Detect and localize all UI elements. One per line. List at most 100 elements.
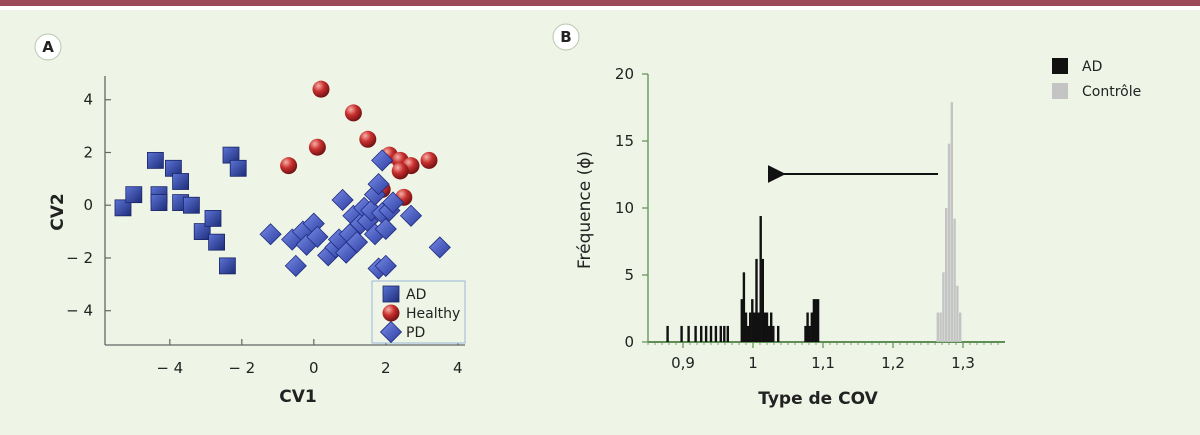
scatter-point-healthy-8 <box>391 162 409 180</box>
histogram-bar-ad <box>814 299 818 342</box>
scatter-y-tick-label: − 4 <box>66 302 93 320</box>
histogram-y-tick-label: 10 <box>615 199 634 217</box>
histogram-bar-ad <box>694 325 697 342</box>
histogram-bar-controle <box>950 102 953 342</box>
histogram-bar-ad <box>700 325 703 342</box>
scatter-point-ad-6 <box>172 173 190 190</box>
histogram-bar-ad <box>761 258 764 342</box>
histogram-bar-ad <box>723 325 726 342</box>
histogram-y-tick-label: 5 <box>624 266 634 284</box>
legend-label-ad: AD <box>1082 59 1102 75</box>
scatter-point-pd-0 <box>259 223 282 246</box>
scatter-y-tick-label: 0 <box>83 196 93 214</box>
scatter-point-pd-27 <box>381 191 405 214</box>
scatter-legend: AD Healthy PD <box>371 280 466 344</box>
legend-swatch-ad <box>1052 58 1068 74</box>
scatter-point-healthy-2 <box>312 80 330 98</box>
histogram-y-tick-label: 15 <box>615 132 634 150</box>
histogram-bar-ad <box>759 216 762 342</box>
histogram-x-tick-label: 1,3 <box>951 354 975 372</box>
scatter-point-pd-30 <box>428 236 451 259</box>
scatter-point-pd-28 <box>399 204 423 227</box>
scatter-point-pd-2 <box>284 254 307 277</box>
histogram-bars <box>666 102 962 342</box>
scatter-y-axis-label: CV2 <box>48 193 68 230</box>
scatter-point-pd-6 <box>306 225 329 248</box>
scatter-point-healthy-9 <box>420 151 438 169</box>
scatter-point-ad-9 <box>193 223 211 240</box>
histogram-bar-ad <box>749 312 752 342</box>
histogram-x-tick-label: 0,9 <box>671 354 695 372</box>
histogram-bar-ad <box>763 312 767 342</box>
scatter-point-pd-25 <box>374 254 397 277</box>
histogram-bar-ad <box>755 258 758 342</box>
figure-background <box>0 10 1200 435</box>
scatter-x-tick-label: − 4 <box>156 359 183 377</box>
legend-label-healthy: Healthy <box>406 306 460 322</box>
histogram-bar-controle <box>942 272 945 342</box>
scatter-axes: − 4 − 2 0 2 4 4 2 0 − 2 − 4 <box>66 76 465 377</box>
histogram-legend: AD Contrôle <box>1052 58 1141 100</box>
histogram-bar-ad <box>746 325 750 342</box>
top-accent-bar <box>0 0 1200 6</box>
histogram-bar-ad <box>772 325 775 342</box>
histogram-bar-ad <box>714 325 718 342</box>
legend-label-ad: AD <box>406 287 426 303</box>
histogram-bar-ad <box>709 325 713 342</box>
scatter-point-ad-8 <box>182 196 200 214</box>
scatter-y-tick-label: − 2 <box>66 249 93 267</box>
histogram-bar-ad <box>757 312 760 342</box>
scatter-y-tick-label: 2 <box>83 143 93 161</box>
scatter-point-ad-11 <box>208 233 226 251</box>
histogram-bar-controle <box>953 218 956 342</box>
scatter-point-ad-10 <box>204 210 222 227</box>
scatter-point-pd-29 <box>371 149 394 172</box>
scatter-point-healthy-3 <box>344 104 362 122</box>
scatter-x-tick-label: − 2 <box>228 359 255 377</box>
histogram-bar-ad <box>744 312 748 342</box>
scatter-x-tick-label: 4 <box>453 359 463 377</box>
histogram-bar-controle <box>956 285 959 342</box>
legend-marker-healthy <box>382 304 400 322</box>
histogram-bar-ad <box>719 325 722 342</box>
scatter-point-healthy-0 <box>280 157 298 175</box>
legend-label-controle: Contrôle <box>1082 84 1141 100</box>
histogram-x-axis-label: Type de COV <box>758 389 878 409</box>
histogram-bar-ad <box>742 272 746 342</box>
scatter-point-pd-24 <box>374 217 397 241</box>
panel-b-label-badge: B <box>552 23 580 51</box>
histogram-bar-ad <box>680 325 683 342</box>
scatter-point-healthy-4 <box>359 130 377 148</box>
panel-a-label: A <box>42 38 54 56</box>
scatter-point-pd-14 <box>345 231 369 254</box>
histogram-bar-ad <box>808 325 811 342</box>
panel-b-label: B <box>560 28 571 46</box>
scatter-point-ad-1 <box>125 186 143 204</box>
histogram-bar-ad <box>704 325 708 342</box>
legend-swatch-controle <box>1052 83 1068 99</box>
scatter-x-tick-label: 0 <box>309 359 319 377</box>
histogram-y-axis-label: Fréquence (ϕ) <box>575 151 595 269</box>
histogram-bar-ad <box>806 312 809 342</box>
legend-label-pd: PD <box>406 325 425 341</box>
histogram-bar-ad <box>810 312 813 342</box>
legend-marker-pd <box>379 320 403 344</box>
histogram-bar-ad <box>777 325 780 342</box>
scatter-points <box>114 80 451 280</box>
histogram-bar-ad <box>666 325 669 342</box>
histogram-bar-controle <box>945 208 948 342</box>
histogram-x-tick-label: 1,2 <box>881 354 905 372</box>
histogram-bar-ad <box>751 299 754 342</box>
scatter-point-ad-14 <box>229 159 247 177</box>
histogram-bar-ad <box>816 299 820 342</box>
histogram-bar-ad <box>765 312 769 342</box>
histogram-bar-controle <box>936 312 939 342</box>
scatter-point-ad-2 <box>146 151 164 169</box>
histogram-bar-ad <box>804 325 807 342</box>
histogram-y-tick-label: 20 <box>615 65 634 83</box>
scatter-y-tick-label: 4 <box>83 91 93 109</box>
histogram-bar-ad <box>726 325 729 342</box>
scatter-point-healthy-1 <box>308 138 326 156</box>
histogram-bar-ad <box>740 299 743 342</box>
histogram-bar-controle <box>947 143 951 342</box>
